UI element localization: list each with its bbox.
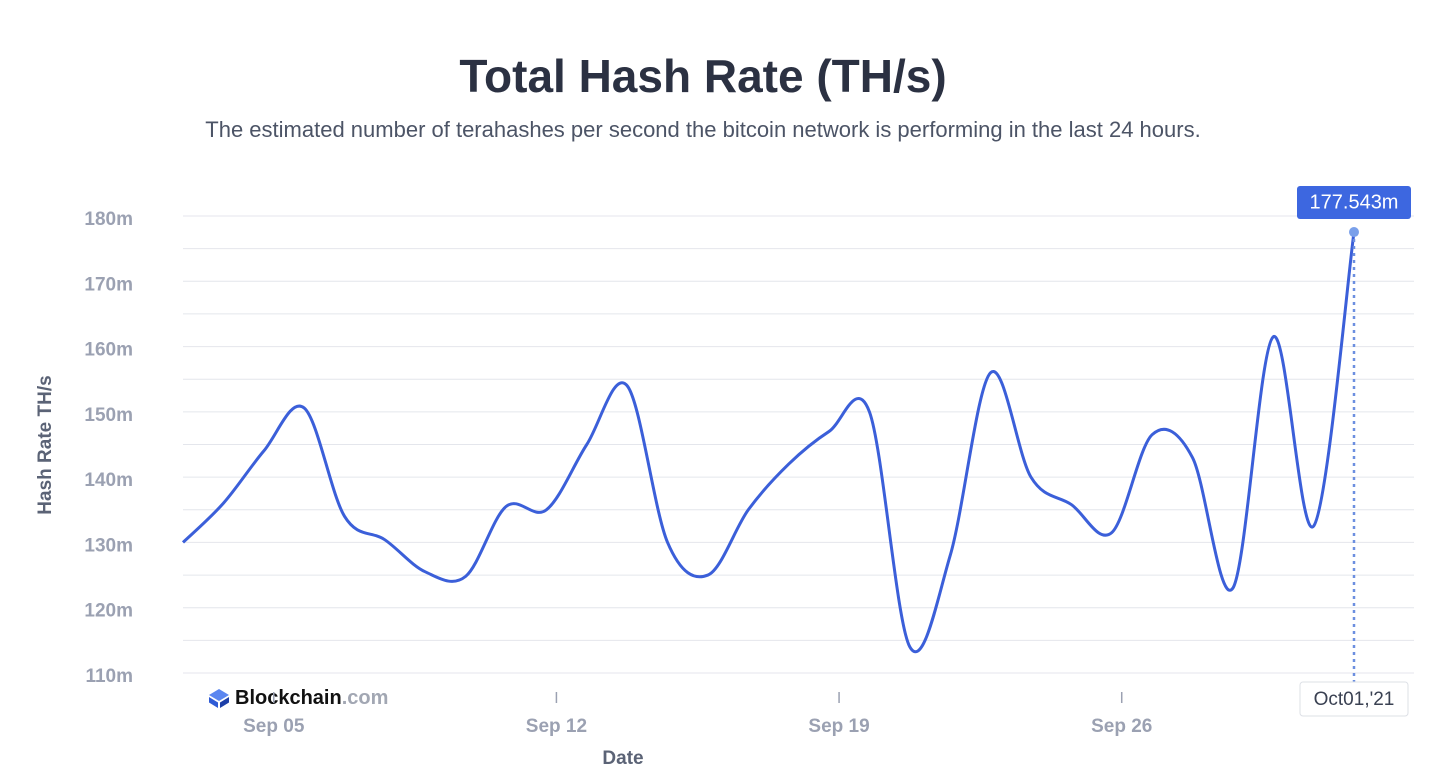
data-line: [181, 231, 1356, 654]
y-tick-label: 120m: [84, 601, 133, 622]
date-tooltip-text: Oct01,'21: [1314, 689, 1395, 710]
x-tick-label: Sep 05: [243, 716, 305, 737]
y-tick-label: 150m: [84, 405, 133, 426]
y-tick-label: 130m: [84, 535, 133, 556]
brand-suffix: .com: [342, 687, 389, 709]
tooltip: 177.543m: [1297, 186, 1411, 220]
y-tick-label: 140m: [84, 470, 133, 491]
y-axis-label: Hash Rate TH/s: [35, 375, 56, 514]
date-tooltip: Oct01,'21: [1299, 681, 1409, 717]
tooltip-box: [1297, 186, 1411, 220]
x-tick-label: Sep 12: [526, 716, 587, 737]
chart-subtitle: The estimated number of terahashes per s…: [205, 117, 1200, 142]
y-tick-label: 180m: [84, 209, 133, 230]
brand-icon: [220, 697, 229, 708]
date-tooltip-box: [1299, 681, 1409, 717]
brand-icon: [209, 697, 218, 708]
brand-name: Blockchain: [235, 687, 342, 709]
y-tick-label: 170m: [84, 274, 133, 295]
data-point: [1349, 227, 1359, 238]
x-tick-label: Sep 19: [808, 716, 869, 737]
brand-logo: Blockchain.com: [209, 687, 388, 709]
tooltip-value: 177.543m: [1310, 191, 1399, 213]
brand-text: Blockchain.com: [235, 687, 388, 709]
y-tick-label: 160m: [84, 340, 133, 361]
brand-icon: [209, 689, 229, 701]
chart-title: Total Hash Rate (TH/s): [459, 50, 946, 102]
x-axis-label: Date: [602, 748, 643, 769]
y-tick-label: 110m: [85, 666, 133, 687]
x-tick-label: Sep 26: [1091, 716, 1152, 737]
